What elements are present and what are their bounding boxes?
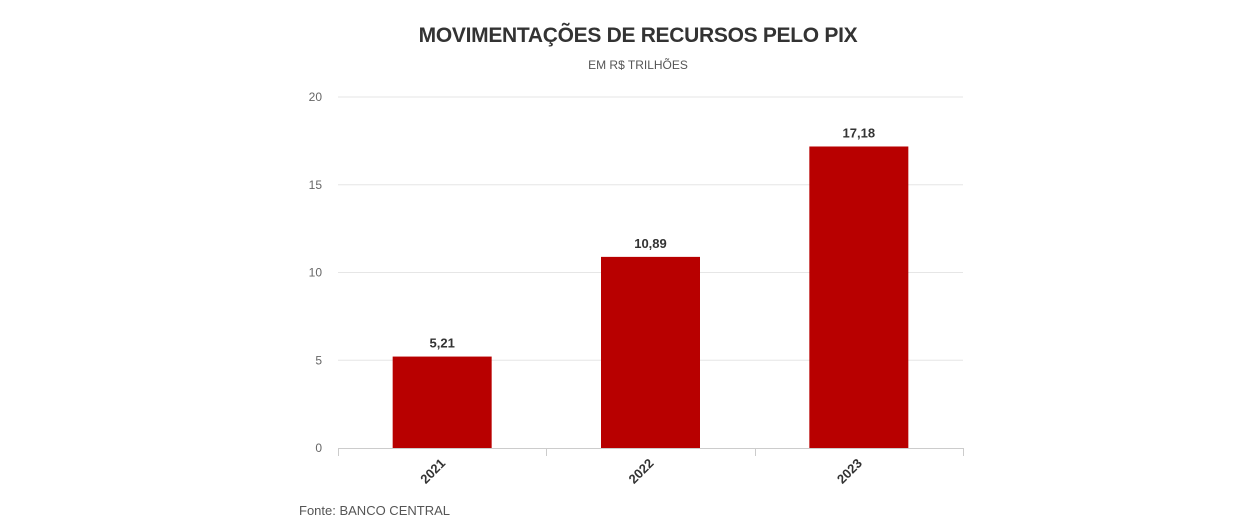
x-axis: 2021 2022 2023 [338,448,964,487]
y-tick-label: 15 [309,178,323,192]
x-tick-label: 2021 [417,456,448,487]
y-axis-tick-labels: 0 5 10 15 20 [309,90,323,455]
value-labels: 5,21 10,89 17,18 [430,125,876,350]
x-tick-label: 2022 [626,456,657,487]
bar-2022 [601,256,700,448]
data-label: 5,21 [430,336,455,351]
y-tick-label: 5 [315,353,322,367]
y-tick-label: 10 [309,266,323,280]
chart-title: MOVIMENTAÇÕES DE RECURSOS PELO PIX [418,24,858,47]
source-note: Fonte: BANCO CENTRAL [299,503,450,518]
chart-subtitle: EM R$ TRILHÕES [588,58,688,72]
data-label: 10,89 [634,236,667,251]
y-tick-label: 0 [315,441,322,455]
bar-2021 [392,356,492,448]
bars [392,146,909,448]
y-tick-label: 20 [309,90,323,104]
x-tick-label: 2023 [834,456,865,487]
data-label: 17,18 [843,125,876,140]
bar-2023 [809,146,909,448]
